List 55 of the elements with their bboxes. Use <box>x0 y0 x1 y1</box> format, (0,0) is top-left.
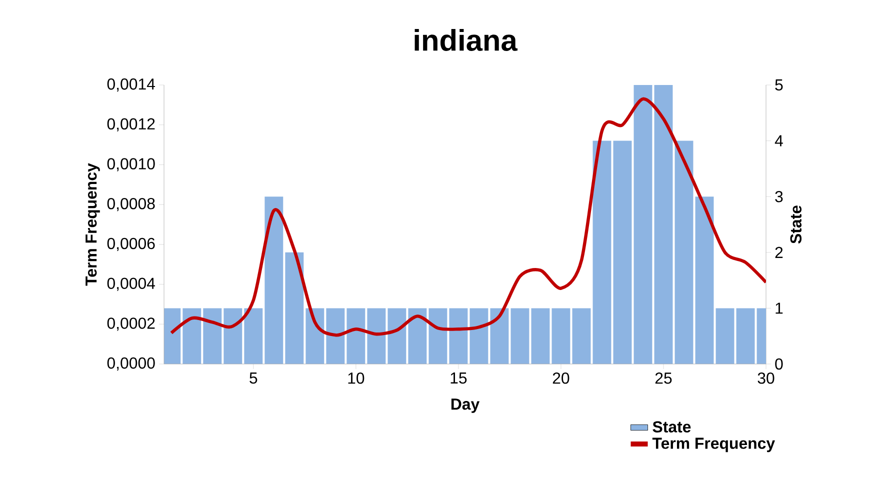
legend-label: Term Frequency <box>652 438 775 452</box>
bar <box>470 308 488 364</box>
y-tick-label: 0,0002 <box>107 318 155 331</box>
y-tick-label: 0,0004 <box>107 278 155 291</box>
line-series <box>170 97 766 337</box>
y2-tick-label: 4 <box>774 135 783 146</box>
y-axis-title: Term Frequency <box>86 163 100 286</box>
bar <box>244 308 263 364</box>
y-tick-label: 0,0010 <box>107 158 155 172</box>
x-axis-title: Day <box>451 398 480 413</box>
y2-tick-label: 0 <box>775 358 783 370</box>
y-tick-label: 0,0012 <box>107 118 155 132</box>
x-tick-label: 15 <box>450 372 467 384</box>
bar <box>510 308 530 364</box>
bar <box>716 308 734 364</box>
legend-label: State <box>652 421 691 432</box>
bar <box>736 308 755 364</box>
bar <box>346 308 366 364</box>
x-tick-label: 25 <box>655 372 672 384</box>
x-tick-label: 20 <box>552 372 570 384</box>
bar <box>182 308 202 364</box>
bar <box>203 308 222 364</box>
bar <box>490 308 509 364</box>
x-tick-label: 5 <box>250 372 258 384</box>
y-tick-label: 0,0000 <box>107 357 155 371</box>
bar <box>634 84 652 364</box>
bar <box>388 308 406 364</box>
bar <box>224 308 242 364</box>
bar <box>264 196 284 364</box>
bar <box>449 308 468 364</box>
bar <box>613 140 632 364</box>
bar <box>531 308 550 364</box>
bar <box>306 308 324 364</box>
y2-tick-label: 1 <box>776 302 783 314</box>
bar <box>695 196 714 364</box>
bar <box>408 308 427 364</box>
bar <box>674 140 694 364</box>
bar <box>367 308 386 364</box>
y2-axis-title: State <box>790 206 802 244</box>
bar <box>285 252 304 364</box>
chart-title: indiana <box>414 29 518 51</box>
bar <box>552 308 570 364</box>
bar <box>654 84 673 364</box>
bar <box>592 140 612 364</box>
y2-tick-label: 3 <box>775 190 783 202</box>
y2-tick-label: 2 <box>775 246 783 258</box>
y-tick-label: 0,0008 <box>107 198 155 212</box>
bar <box>326 308 345 364</box>
x-tick-label: 10 <box>348 372 364 384</box>
y-tick-label: 0,0006 <box>107 238 155 252</box>
y2-tick-label: 5 <box>775 79 783 91</box>
y-tick-label: 0,0014 <box>107 78 155 92</box>
bar <box>428 308 448 364</box>
bar <box>572 308 591 364</box>
x-tick-label: 30 <box>758 372 774 384</box>
